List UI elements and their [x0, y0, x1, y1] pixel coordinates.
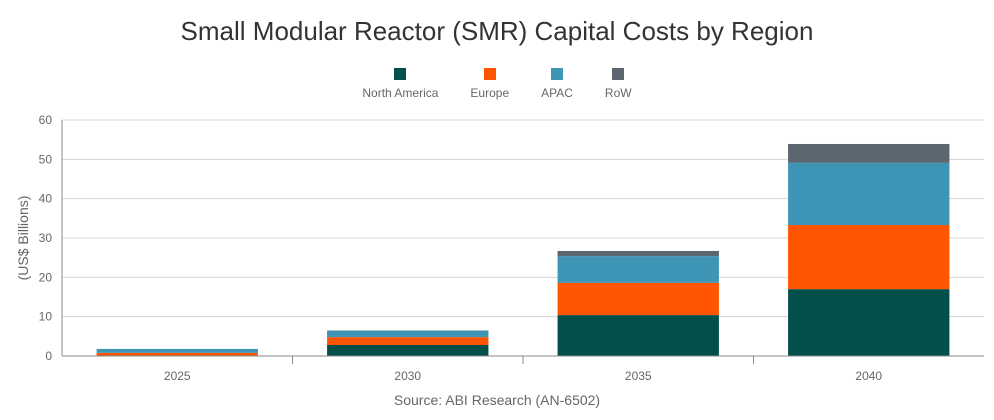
bar-segment	[557, 256, 719, 283]
legend-label: Europe	[470, 86, 510, 100]
bar-segment	[788, 289, 950, 356]
chart-title: Small Modular Reactor (SMR) Capital Cost…	[180, 16, 814, 46]
legend-swatch	[612, 68, 625, 80]
legend-item[interactable]: APAC	[541, 68, 573, 100]
legend-swatch	[483, 68, 496, 80]
x-tick-label: 2040	[855, 369, 882, 383]
legend-item[interactable]: RoW	[605, 68, 632, 100]
legend-swatch	[394, 68, 407, 80]
legend-item[interactable]: North America	[362, 68, 438, 100]
bar-segment	[96, 352, 258, 356]
source-note: Source: ABI Research (AN-6502)	[393, 392, 601, 408]
bar-segment	[557, 315, 719, 356]
y-tick-label: 60	[39, 113, 53, 127]
y-tick-label: 10	[39, 310, 53, 324]
bar-segment	[788, 162, 950, 226]
bar-segment	[327, 344, 489, 356]
y-tick-label: 40	[39, 192, 53, 206]
legend-label: RoW	[604, 86, 632, 100]
bar-segment	[788, 143, 950, 163]
bar-segment	[557, 282, 719, 316]
bar-segment	[557, 250, 719, 257]
x-tick-label: 2030	[394, 369, 421, 383]
legend-swatch	[551, 68, 564, 80]
y-tick-label: 30	[39, 231, 53, 245]
y-tick-label: 20	[39, 270, 53, 284]
y-tick-label: 0	[45, 349, 52, 363]
legend-label: North America	[362, 86, 439, 100]
bar-segment	[96, 348, 258, 353]
x-tick-label: 2035	[625, 369, 652, 383]
bar-segment	[788, 225, 950, 290]
legend-item[interactable]: Europe	[470, 68, 509, 100]
x-tick-label: 2025	[164, 369, 191, 383]
legend-label: APAC	[541, 86, 573, 100]
bar-segment	[327, 337, 489, 345]
y-tick-label: 50	[39, 152, 53, 166]
bar-segment	[327, 330, 489, 338]
legend: North America Europe APAC RoW	[0, 68, 994, 100]
y-axis-title: (US$ Billions)	[15, 196, 31, 281]
